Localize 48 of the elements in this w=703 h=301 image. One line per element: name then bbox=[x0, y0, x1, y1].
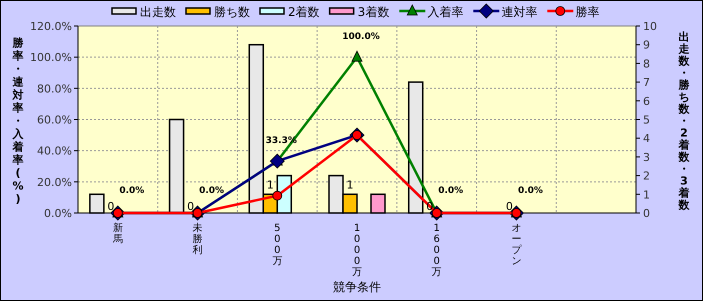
y2-tick-label: 9 bbox=[643, 38, 650, 52]
y2-tick-label: 3 bbox=[643, 150, 650, 164]
data-label: 1 bbox=[266, 178, 274, 192]
x-tick-label: 1000万 bbox=[352, 223, 362, 278]
x-tick-label: 500万 bbox=[272, 223, 282, 267]
y-tick-label: 40.0% bbox=[37, 144, 72, 158]
x-tick-label: 1600万 bbox=[432, 223, 442, 278]
legend-label: 勝率 bbox=[575, 5, 600, 19]
y2-tick-label: 8 bbox=[643, 57, 650, 70]
data-label: 0.0% bbox=[199, 186, 224, 196]
legend-label: 入着率 bbox=[427, 5, 464, 19]
legend-label: 勝ち数 bbox=[214, 5, 250, 19]
point bbox=[352, 50, 362, 62]
y2-tick-label: 0 bbox=[643, 207, 650, 220]
data-label: 0.0% bbox=[518, 186, 543, 196]
y2-tick-label: 1 bbox=[643, 188, 650, 202]
y2-tick-label: 2 bbox=[643, 170, 650, 183]
data-label: 100.0% bbox=[342, 32, 380, 42]
data-label: 0 bbox=[107, 200, 114, 213]
y-tick-label: 0.0% bbox=[44, 207, 72, 220]
legend-label: 連対率 bbox=[501, 5, 538, 19]
legend-label: 2着数 bbox=[288, 5, 320, 19]
y-tick-label: 60.0% bbox=[37, 114, 72, 126]
y2-tick-label: 7 bbox=[643, 76, 650, 90]
y-tick-label: 80.0% bbox=[37, 82, 72, 96]
y-tick-label: 120.0% bbox=[30, 20, 72, 33]
data-label: 1 bbox=[346, 178, 354, 192]
y-tick-label: 100.0% bbox=[30, 51, 72, 64]
point bbox=[272, 190, 282, 201]
bar bbox=[168, 118, 184, 214]
y2-tick-label: 6 bbox=[643, 94, 650, 108]
legend-label: 3着数 bbox=[358, 5, 390, 19]
y-tick-label: 20.0% bbox=[37, 176, 72, 189]
data-label: 0 bbox=[187, 200, 194, 213]
x-tick-label: オープン bbox=[511, 223, 522, 267]
data-label: 0.0% bbox=[119, 186, 144, 196]
legend-label: 出走数 bbox=[140, 5, 176, 19]
text: 出走数・勝ち数・2着数・3着数 bbox=[678, 30, 690, 212]
text: 勝率・連対率・入着率(%) bbox=[12, 36, 24, 206]
x-axis-title: 競争条件 bbox=[333, 280, 381, 294]
data-label: 0.0% bbox=[438, 186, 464, 196]
point bbox=[270, 154, 285, 169]
y2-tick-label: 4 bbox=[643, 132, 650, 146]
x-tick-label: 未勝利 bbox=[192, 222, 203, 256]
y2-tick-label: 10 bbox=[643, 20, 657, 33]
y2-tick-label: 5 bbox=[643, 114, 650, 126]
data-label: 0 bbox=[506, 200, 513, 213]
x-tick-label: 新馬 bbox=[112, 222, 123, 245]
